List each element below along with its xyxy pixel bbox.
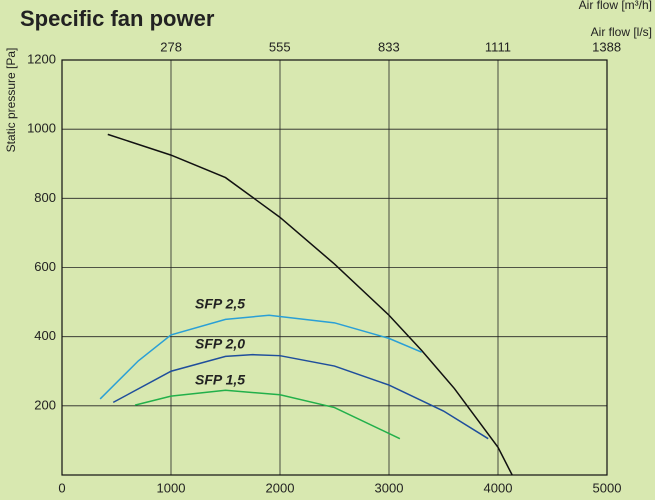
plot-frame [61,59,608,476]
x-tick-label: 0 [58,480,65,495]
x-tick-label: 3000 [375,480,404,495]
y-tick-label: 800 [34,190,56,205]
series-label: SFP 2,0 [195,336,245,352]
y-tick-label: 1000 [27,121,56,136]
x2-tick-label: 1388 [592,39,621,54]
x2-tick-label: 833 [378,39,400,54]
y-tick-label: 400 [34,328,56,343]
series-line [134,389,401,440]
x2-tick-label: 278 [160,39,182,54]
chart-title: Specific fan power [20,6,215,31]
series-label: SFP 1,5 [195,372,245,388]
series-line [107,133,513,476]
x-tick-label: 4000 [484,480,513,495]
x-tick-label: 2000 [266,480,295,495]
y-axis-label: Static pressure [Pa] [4,48,18,153]
x-tick-label: 1000 [157,480,186,495]
y-tick-label: 1200 [27,51,56,66]
x2-tick-label: 555 [269,39,291,54]
y-tick-label: 600 [34,259,56,274]
series-line [99,314,422,400]
y-tick-label: 200 [34,397,56,412]
x-axis-label: Air flow [m³/h] [579,0,652,12]
series-line [112,353,489,440]
series-label: SFP 2,5 [195,296,245,312]
x2-axis-label: Air flow [l/s] [591,25,652,39]
x2-tick-label: 1111 [485,39,511,54]
x-tick-label: 5000 [593,480,622,495]
